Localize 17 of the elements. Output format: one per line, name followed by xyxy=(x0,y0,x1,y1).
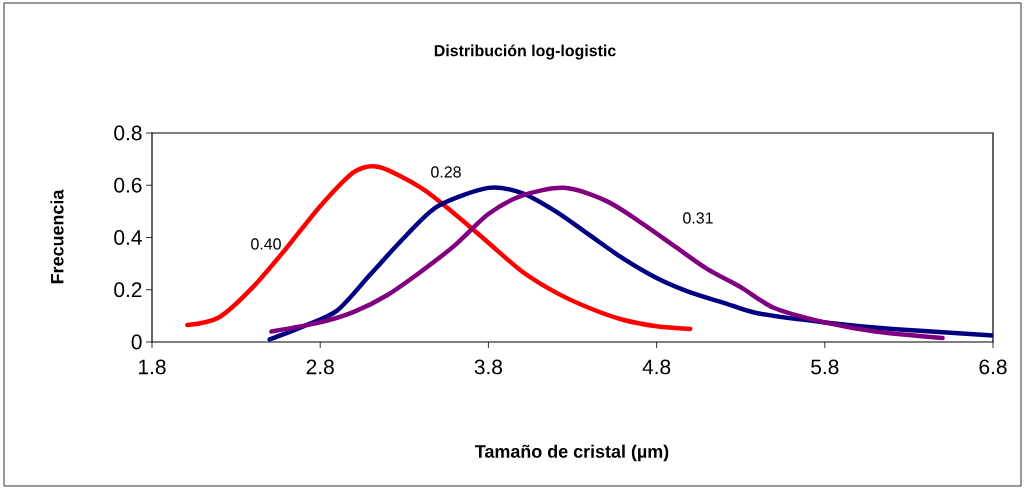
x-tick-label: 2.8 xyxy=(306,359,334,375)
x-tick-label: 4.8 xyxy=(642,359,671,375)
x-tick-label: 6.8 xyxy=(979,359,1007,375)
annotation: 0.31 xyxy=(683,212,713,224)
y-tick-label: 0.6 xyxy=(114,177,142,193)
chart-title: Distribución log-logistic xyxy=(434,44,616,60)
annotation: 0.40 xyxy=(251,238,281,250)
y-tick-label: 0.4 xyxy=(114,230,142,245)
y-tick-label: 0 xyxy=(131,334,142,350)
annotation: 0.28 xyxy=(431,166,461,178)
x-tick-label: 3.8 xyxy=(474,359,503,375)
x-tick-label: 5.8 xyxy=(811,359,839,375)
x-tick-label: 1.8 xyxy=(139,359,166,375)
y-axis-title: Frecuencia xyxy=(50,189,64,284)
x-axis-title: Tamaño de cristal (µm) xyxy=(475,444,669,462)
y-tick-label: 0.8 xyxy=(114,125,142,141)
y-tick-label: 0.2 xyxy=(114,282,142,298)
